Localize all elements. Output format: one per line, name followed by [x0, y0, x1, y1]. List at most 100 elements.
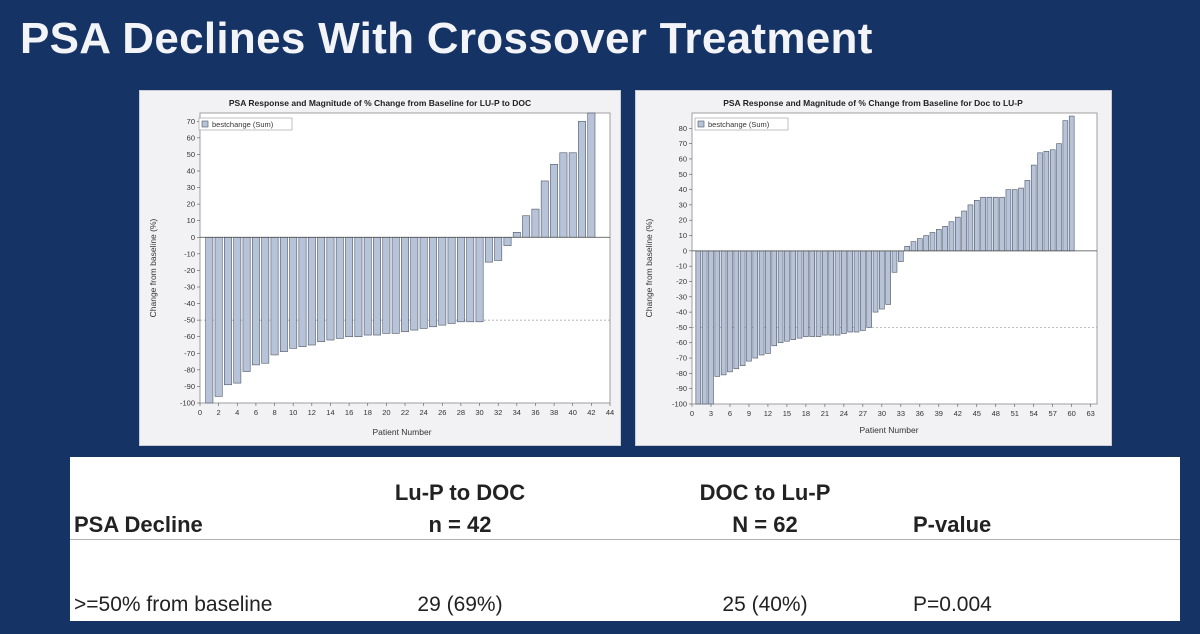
bar	[955, 216, 961, 252]
header-doc-lup-line1: DOC to Lu-P	[699, 480, 831, 505]
bar	[335, 236, 344, 339]
slide-title: PSA Declines With Crossover Treatment	[20, 14, 873, 63]
bar	[401, 236, 409, 333]
bar	[456, 236, 465, 323]
x-tick-label: 24	[419, 408, 427, 417]
bar	[828, 250, 834, 336]
bar	[986, 196, 993, 252]
bar	[512, 232, 521, 238]
bar	[242, 236, 251, 372]
x-tick-label: 30	[475, 408, 483, 417]
x-tick-label: 4	[235, 408, 239, 417]
bar	[701, 250, 708, 405]
bar	[784, 250, 790, 342]
header-doc-lup-line2: N = 62	[732, 512, 798, 537]
bar	[1043, 150, 1050, 252]
bar	[917, 238, 923, 252]
y-tick-label: -60	[676, 338, 687, 347]
y-tick-label: -90	[676, 384, 687, 393]
legend-label: bestchange (Sum)	[212, 120, 274, 129]
bar	[714, 250, 721, 377]
x-tick-label: 32	[494, 408, 502, 417]
y-tick-label: 30	[187, 183, 195, 192]
y-tick-label: -80	[184, 365, 195, 374]
bar	[307, 236, 316, 346]
bar	[233, 236, 242, 384]
bar	[752, 250, 759, 359]
x-tick-label: 44	[606, 408, 614, 417]
bar	[936, 229, 942, 252]
bar	[961, 210, 967, 252]
bar	[898, 250, 904, 262]
x-tick-label: 12	[764, 409, 772, 418]
bar	[765, 250, 771, 354]
bar	[891, 250, 898, 273]
x-tick-label: 21	[821, 409, 829, 418]
bar	[298, 236, 307, 347]
y-axis-label: Change from baseline (%)	[148, 218, 158, 317]
x-tick-label: 18	[802, 409, 810, 418]
bar	[822, 250, 828, 336]
bar	[484, 236, 493, 263]
x-tick-label: 45	[973, 409, 981, 418]
y-tick-label: 20	[187, 200, 195, 209]
bar	[1068, 115, 1075, 252]
results-table: PSA Decline Lu-P to DOC n = 42 DOC to Lu…	[70, 457, 1180, 621]
plot-area: -100-90-80-70-60-50-40-30-20-10010203040…	[180, 112, 614, 417]
bar	[578, 120, 586, 238]
bar	[999, 196, 1005, 252]
x-tick-label: 22	[401, 408, 409, 417]
bar	[1056, 143, 1062, 252]
bar	[746, 250, 752, 362]
bar	[967, 204, 974, 252]
chart-lup-to-doc: PSA Response and Magnitude of % Change f…	[139, 90, 621, 446]
bar	[550, 164, 559, 238]
y-tick-label: 40	[187, 167, 195, 176]
y-tick-label: -30	[676, 292, 687, 301]
x-tick-label: 9	[747, 409, 751, 418]
bar	[796, 250, 803, 339]
x-tick-label: 34	[513, 408, 521, 417]
bar	[834, 250, 841, 336]
y-tick-label: 10	[679, 231, 687, 240]
x-tick-label: 26	[438, 408, 446, 417]
y-tick-label: 10	[187, 216, 195, 225]
bar	[1024, 180, 1031, 252]
bar	[872, 250, 879, 313]
bar	[503, 236, 512, 246]
x-tick-label: 0	[690, 409, 694, 418]
bar	[860, 250, 866, 331]
bar	[531, 208, 540, 238]
y-tick-label: -90	[184, 382, 195, 391]
bar	[410, 236, 419, 331]
y-axis-label: Change from baseline (%)	[644, 218, 654, 317]
x-tick-label: 60	[1068, 409, 1076, 418]
y-tick-label: -80	[676, 369, 687, 378]
x-tick-label: 33	[897, 409, 905, 418]
y-tick-label: -40	[184, 299, 195, 308]
x-tick-label: 3	[709, 409, 713, 418]
y-tick-label: 0	[683, 246, 687, 255]
bar	[885, 250, 891, 305]
bar	[429, 236, 437, 328]
bar	[739, 250, 746, 367]
bar	[568, 152, 577, 238]
x-tick-label: 42	[954, 409, 962, 418]
bar	[559, 152, 568, 238]
y-tick-label: -20	[676, 277, 687, 286]
bar	[382, 236, 391, 334]
x-tick-label: 16	[345, 408, 353, 417]
bar	[1037, 152, 1043, 252]
bar	[1049, 149, 1056, 252]
y-tick-label: 70	[187, 117, 195, 126]
bar	[587, 112, 596, 238]
x-axis-label: Patient Number	[859, 425, 918, 435]
bar	[540, 180, 549, 238]
x-tick-label: 36	[531, 408, 539, 417]
legend-frame	[198, 117, 293, 131]
bar	[1018, 187, 1024, 252]
bar	[345, 236, 354, 338]
x-tick-label: 6	[728, 409, 732, 418]
bar	[205, 236, 214, 404]
x-tick-label: 18	[364, 408, 372, 417]
